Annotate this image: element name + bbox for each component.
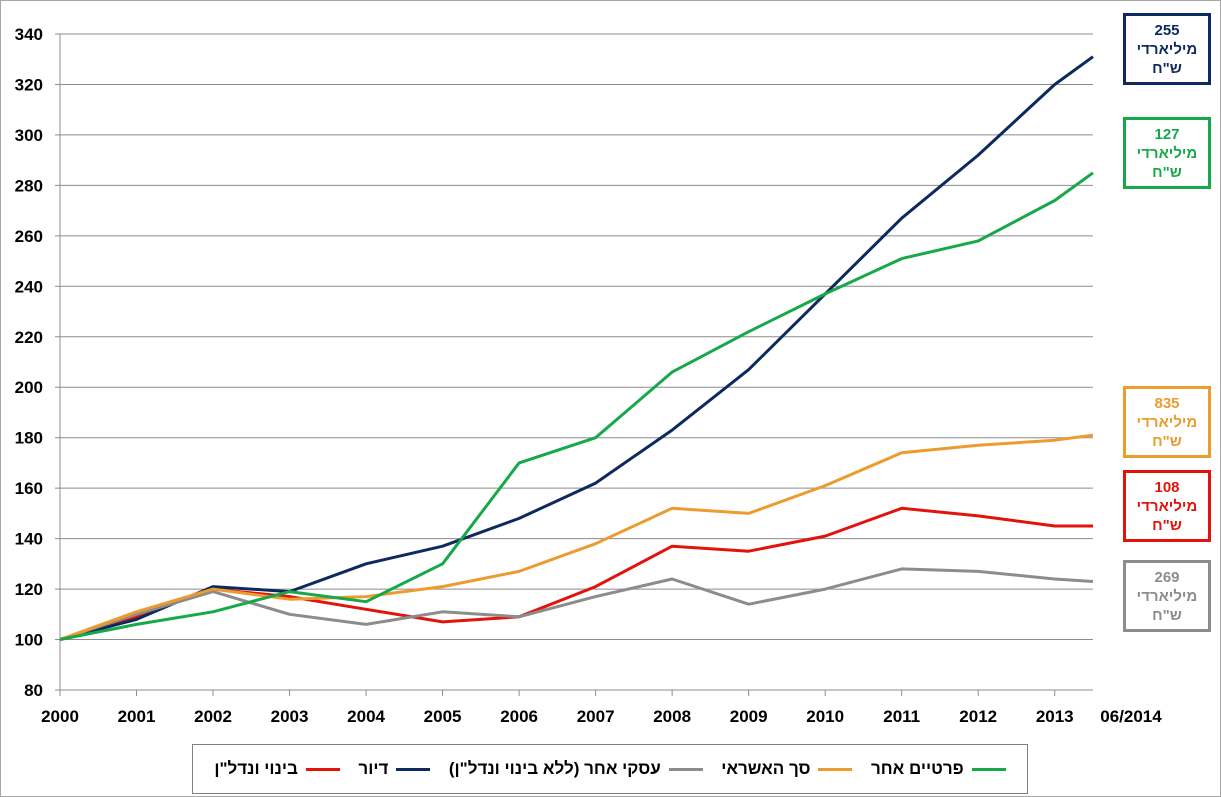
y-tick-label: 160	[15, 479, 43, 498]
y-tick-label: 180	[15, 429, 43, 448]
x-tick-label: 2004	[347, 707, 385, 726]
callout-other-private: 127 מיליארדי ש"ח	[1123, 117, 1211, 189]
legend-swatch	[668, 767, 703, 771]
callout-unit: מיליארדי	[1136, 587, 1198, 605]
legend-swatch	[396, 767, 431, 771]
callout-housing: 255 מיליארדי ש"ח	[1123, 13, 1211, 85]
x-tick-label: 2002	[194, 707, 232, 726]
x-tick-label: 2009	[730, 707, 768, 726]
x-tick-label: 2013	[1036, 707, 1074, 726]
legend-item-construction: בינוי ונדל"ן	[214, 759, 340, 779]
x-tick-label: 2006	[500, 707, 538, 726]
axes: 80 100 120 140 160 180 200 220 240 260 280 300 320 34…	[15, 25, 1163, 726]
legend-label: עסקי אחר (ללא בינוי ונדל"ן)	[448, 759, 661, 778]
callout-value: 127	[1154, 125, 1180, 143]
x-tick-label: 2003	[271, 707, 309, 726]
legend-swatch	[971, 767, 1006, 771]
series-line-1	[59, 55, 1094, 641]
legend-item-other-private: פרטיים אחר	[871, 759, 1006, 779]
y-tick-label: 100	[15, 631, 43, 650]
callout-unit: מיליארדי	[1136, 497, 1198, 515]
legend-item-housing: דיור	[358, 759, 431, 779]
callout-total-credit: 835 מיליארדי ש"ח	[1123, 386, 1211, 458]
series-lines	[59, 55, 1094, 641]
x-tick-label: 2000	[41, 707, 79, 726]
series-line-3	[59, 433, 1094, 641]
callout-unit: מיליארדי	[1136, 144, 1198, 162]
y-tick-label: 300	[15, 126, 43, 145]
y-tick-label: 320	[15, 75, 43, 94]
legend: בינוי ונדל"ן דיור עסקי אחר (ללא בינוי ונ…	[192, 744, 1028, 794]
legend-swatch	[818, 767, 853, 771]
callout-currency: ש"ח	[1152, 516, 1182, 534]
legend-label: בינוי ונדל"ן	[214, 759, 298, 778]
callout-construction: 108 מיליארדי ש"ח	[1123, 470, 1211, 542]
legend-label: דיור	[358, 759, 389, 778]
y-tick-label: 220	[15, 328, 43, 347]
callout-currency: ש"ח	[1152, 59, 1182, 77]
x-tick-label: 2001	[118, 707, 156, 726]
x-tick-label: 2011	[883, 707, 920, 726]
callout-currency: ש"ח	[1152, 163, 1182, 181]
callout-currency: ש"ח	[1152, 432, 1182, 450]
series-line-0	[59, 506, 1093, 641]
series-line-2	[59, 567, 1094, 641]
y-tick-label: 200	[15, 378, 43, 397]
series-line-4	[59, 171, 1094, 641]
legend-swatch	[305, 767, 340, 771]
callout-value: 255	[1154, 21, 1180, 39]
y-tick-label: 280	[15, 176, 43, 195]
callout-value: 108	[1154, 478, 1180, 496]
x-tick-label: 2008	[653, 707, 691, 726]
legend-item-total-credit: סך האשראי	[721, 759, 853, 779]
legend-label: סך האשראי	[721, 759, 811, 778]
x-tick-label: 06/2014	[1100, 707, 1162, 726]
legend-item-other-business: עסקי אחר (ללא בינוי ונדל"ן)	[449, 759, 703, 779]
x-tick-label: 2005	[424, 707, 462, 726]
y-tick-label: 340	[15, 25, 43, 44]
callout-value: 835	[1154, 394, 1180, 412]
callout-unit: מיליארדי	[1136, 40, 1198, 58]
y-tick-label: 240	[15, 277, 43, 296]
legend-label: פרטיים אחר	[870, 759, 964, 778]
x-tick-label: 2007	[577, 707, 615, 726]
y-tick-label: 260	[15, 227, 43, 246]
callout-currency: ש"ח	[1152, 606, 1182, 624]
callout-other-business: 269 מיליארדי ש"ח	[1123, 560, 1211, 632]
callout-unit: מיליארדי	[1136, 413, 1198, 431]
x-tick-label: 2012	[959, 707, 997, 726]
y-tick-label: 140	[15, 530, 43, 549]
callout-value: 269	[1154, 568, 1180, 586]
x-tick-label: 2010	[806, 707, 844, 726]
gridlines	[60, 33, 1093, 641]
y-tick-label: 120	[15, 580, 43, 599]
y-tick-label: 80	[24, 681, 43, 700]
